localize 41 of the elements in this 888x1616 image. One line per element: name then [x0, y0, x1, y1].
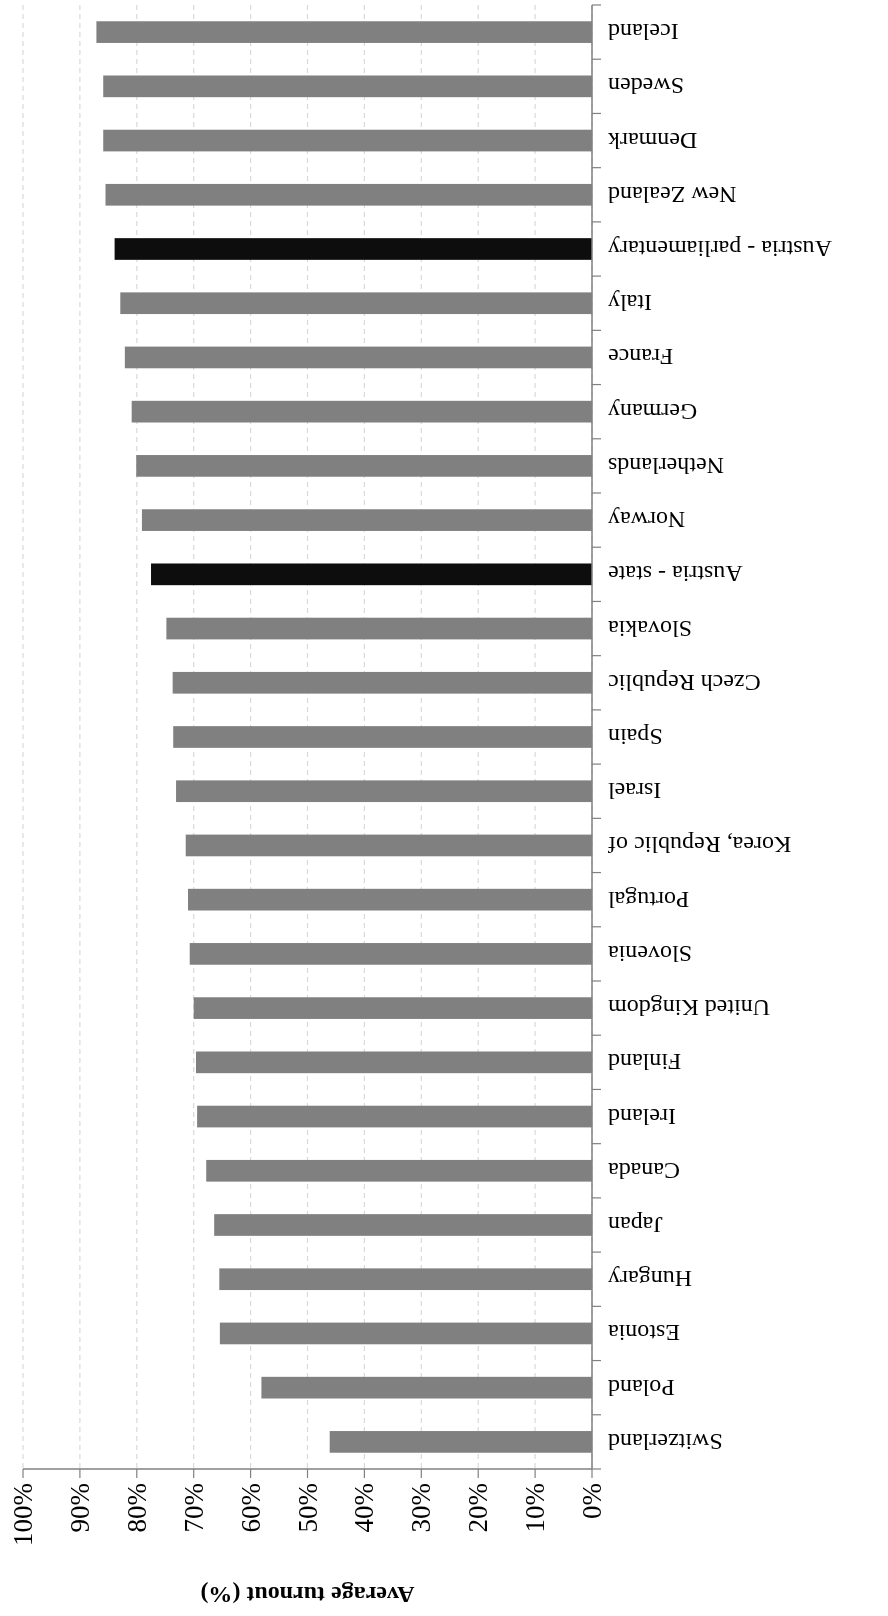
bar — [151, 563, 592, 586]
y-tick-label: Israel — [607, 778, 662, 805]
y-tick-label: United Kingdom — [607, 995, 770, 1022]
y-tick-label: Finland — [608, 1049, 682, 1076]
y-tick-label: Iceland — [608, 19, 679, 46]
x-tick-label: 80% — [121, 1483, 152, 1533]
y-tick-label: France — [608, 344, 674, 371]
y-tick-label: Austria - state — [608, 561, 743, 588]
y-tick-label: Switzerland — [608, 1428, 723, 1455]
x-tick-label: 100% — [8, 1483, 38, 1546]
x-tick-label: 20% — [463, 1483, 494, 1533]
y-tick-label: Netherlands — [608, 452, 724, 479]
x-tick-label: 70% — [178, 1483, 209, 1533]
y-tick-label: Sweden — [608, 73, 684, 100]
y-tick-label: New Zealand — [608, 181, 737, 208]
y-tick-label: Austria - parliamentary — [608, 236, 832, 262]
x-tick-label: 30% — [406, 1483, 437, 1533]
x-tick-label: 10% — [520, 1483, 551, 1533]
x-tick-label: 40% — [349, 1483, 380, 1533]
x-tick-label: 50% — [292, 1483, 323, 1533]
y-tick-label: Hungary — [608, 1266, 692, 1293]
y-tick-label: Germany — [608, 398, 698, 425]
y-tick-label: Ireland — [608, 1103, 676, 1130]
x-tick-label: 0% — [577, 1483, 607, 1519]
y-tick-label: Japan — [608, 1212, 663, 1238]
y-tick-label: Spain — [608, 724, 663, 750]
bar — [114, 238, 592, 260]
x-axis-title: Average turnout (%) — [200, 1582, 415, 1608]
y-tick-label: Korea, Republic of — [608, 832, 792, 859]
y-tick-label: Denmark — [608, 127, 698, 154]
x-tick-label: 90% — [64, 1483, 95, 1533]
y-tick-label: Poland — [608, 1374, 675, 1401]
y-tick-label: Canada — [607, 1157, 680, 1184]
y-tick-label: Slovakia — [607, 615, 692, 642]
y-tick-label: Portugal — [607, 886, 690, 913]
y-tick-label: Italy — [608, 290, 652, 317]
y-tick-label: Czech Republic — [608, 669, 761, 696]
x-tick-label: 60% — [235, 1483, 266, 1533]
y-tick-label: Norway — [608, 507, 686, 534]
y-tick-label: Estonia — [607, 1320, 680, 1347]
y-tick-label: Slovenia — [607, 940, 692, 967]
